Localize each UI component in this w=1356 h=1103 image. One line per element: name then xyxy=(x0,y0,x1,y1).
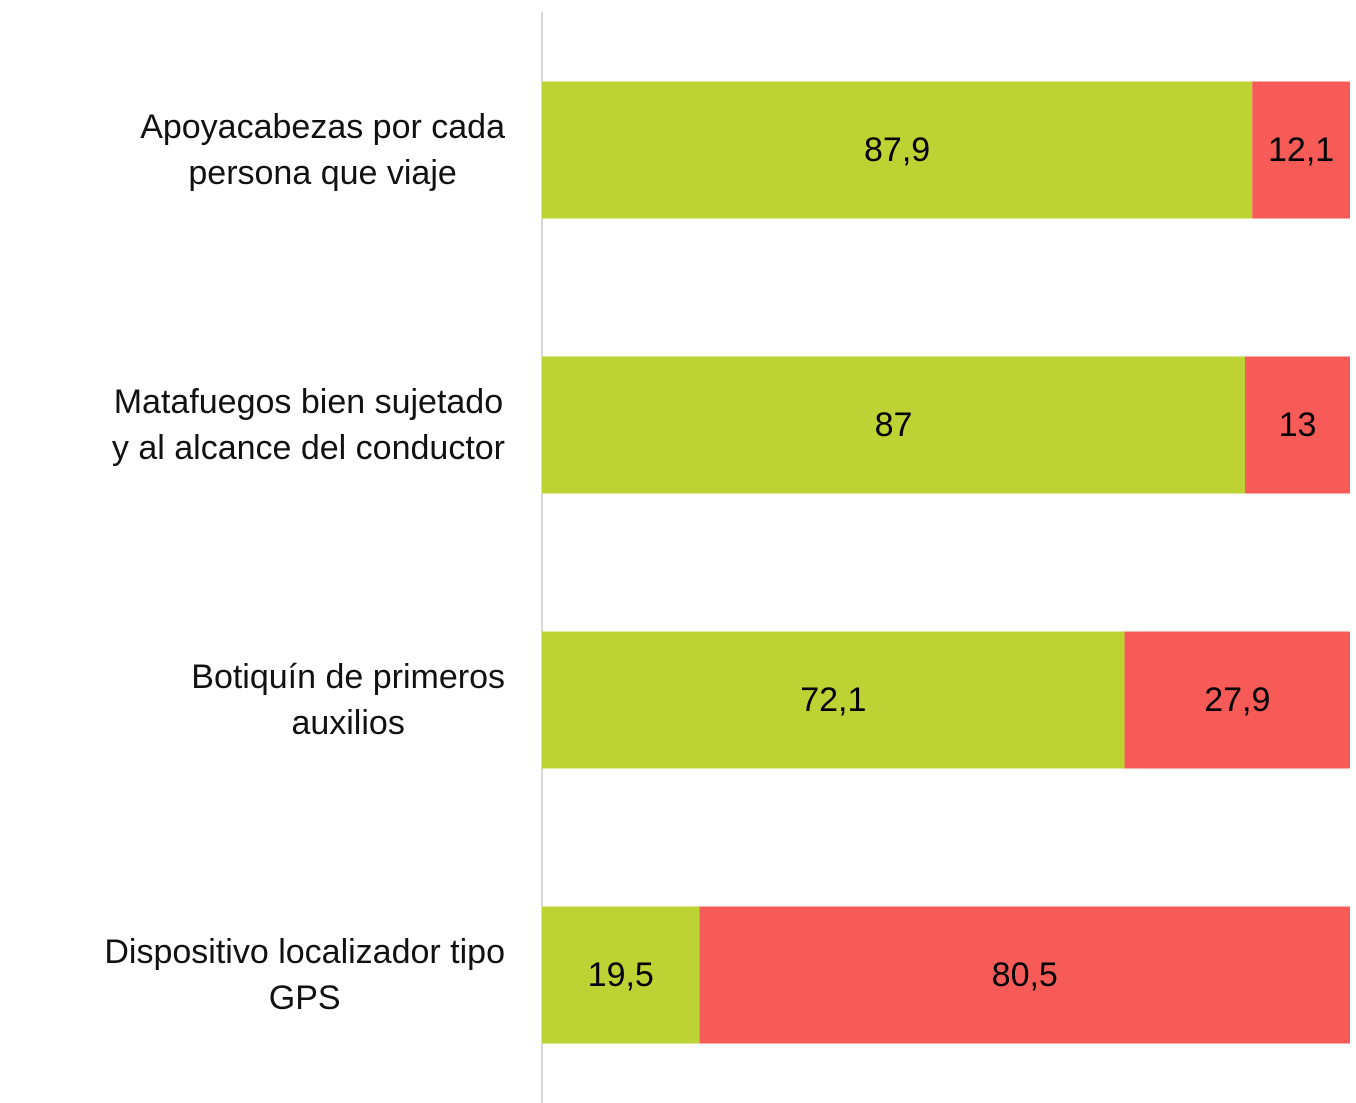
data-label: 80,5 xyxy=(992,956,1058,994)
bar-segment xyxy=(1244,356,1350,494)
category-label: Matafuegos bien sujetado y al alcance de… xyxy=(111,383,505,467)
bar-segment xyxy=(699,906,1350,1044)
data-label: 19,5 xyxy=(588,956,654,994)
bar-segment xyxy=(542,906,700,1044)
bar-segment xyxy=(1124,631,1350,769)
bar-segment xyxy=(542,81,1253,219)
category-label: Botiquín de primeros auxilios xyxy=(191,658,505,742)
data-label: 27,9 xyxy=(1204,681,1270,719)
category-label: Dispositivo localizador tipo GPS xyxy=(104,933,505,1017)
data-label: 87 xyxy=(875,406,913,444)
bar-segment xyxy=(542,356,1245,494)
bar-segment xyxy=(1252,81,1350,219)
data-label: 87,9 xyxy=(864,131,930,169)
data-label: 72,1 xyxy=(800,681,866,719)
bar-segment xyxy=(542,631,1125,769)
category-label: Apoyacabezas por cada persona que viaje xyxy=(140,108,505,192)
data-label: 13 xyxy=(1279,406,1317,444)
data-label: 12,1 xyxy=(1268,131,1334,169)
